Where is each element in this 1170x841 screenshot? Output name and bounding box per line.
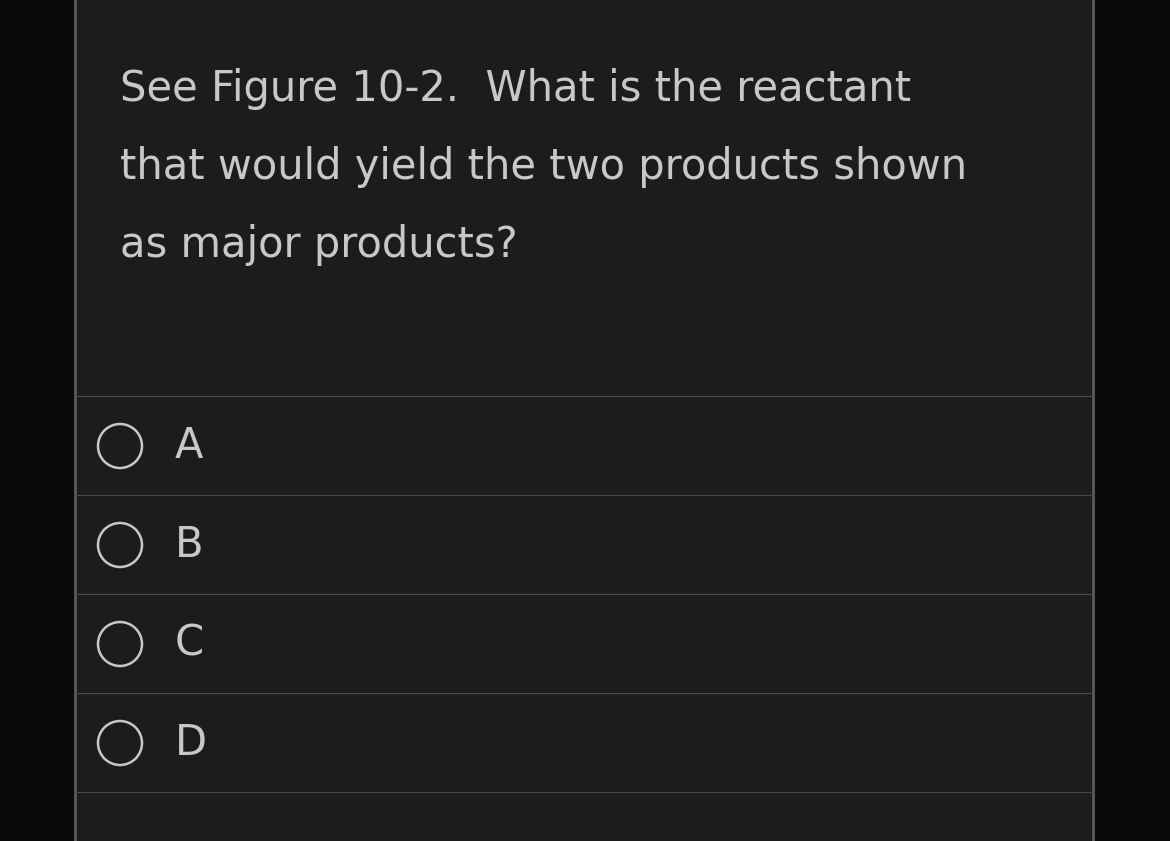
Text: as major products?: as major products? [121,224,517,266]
Text: See Figure 10-2.  What is the reactant: See Figure 10-2. What is the reactant [121,68,911,110]
Text: that would yield the two products shown: that would yield the two products shown [121,146,968,188]
Text: B: B [176,524,204,566]
Text: C: C [176,623,204,665]
Text: A: A [176,425,204,467]
Bar [75,0,1093,841]
Text: D: D [176,722,207,764]
